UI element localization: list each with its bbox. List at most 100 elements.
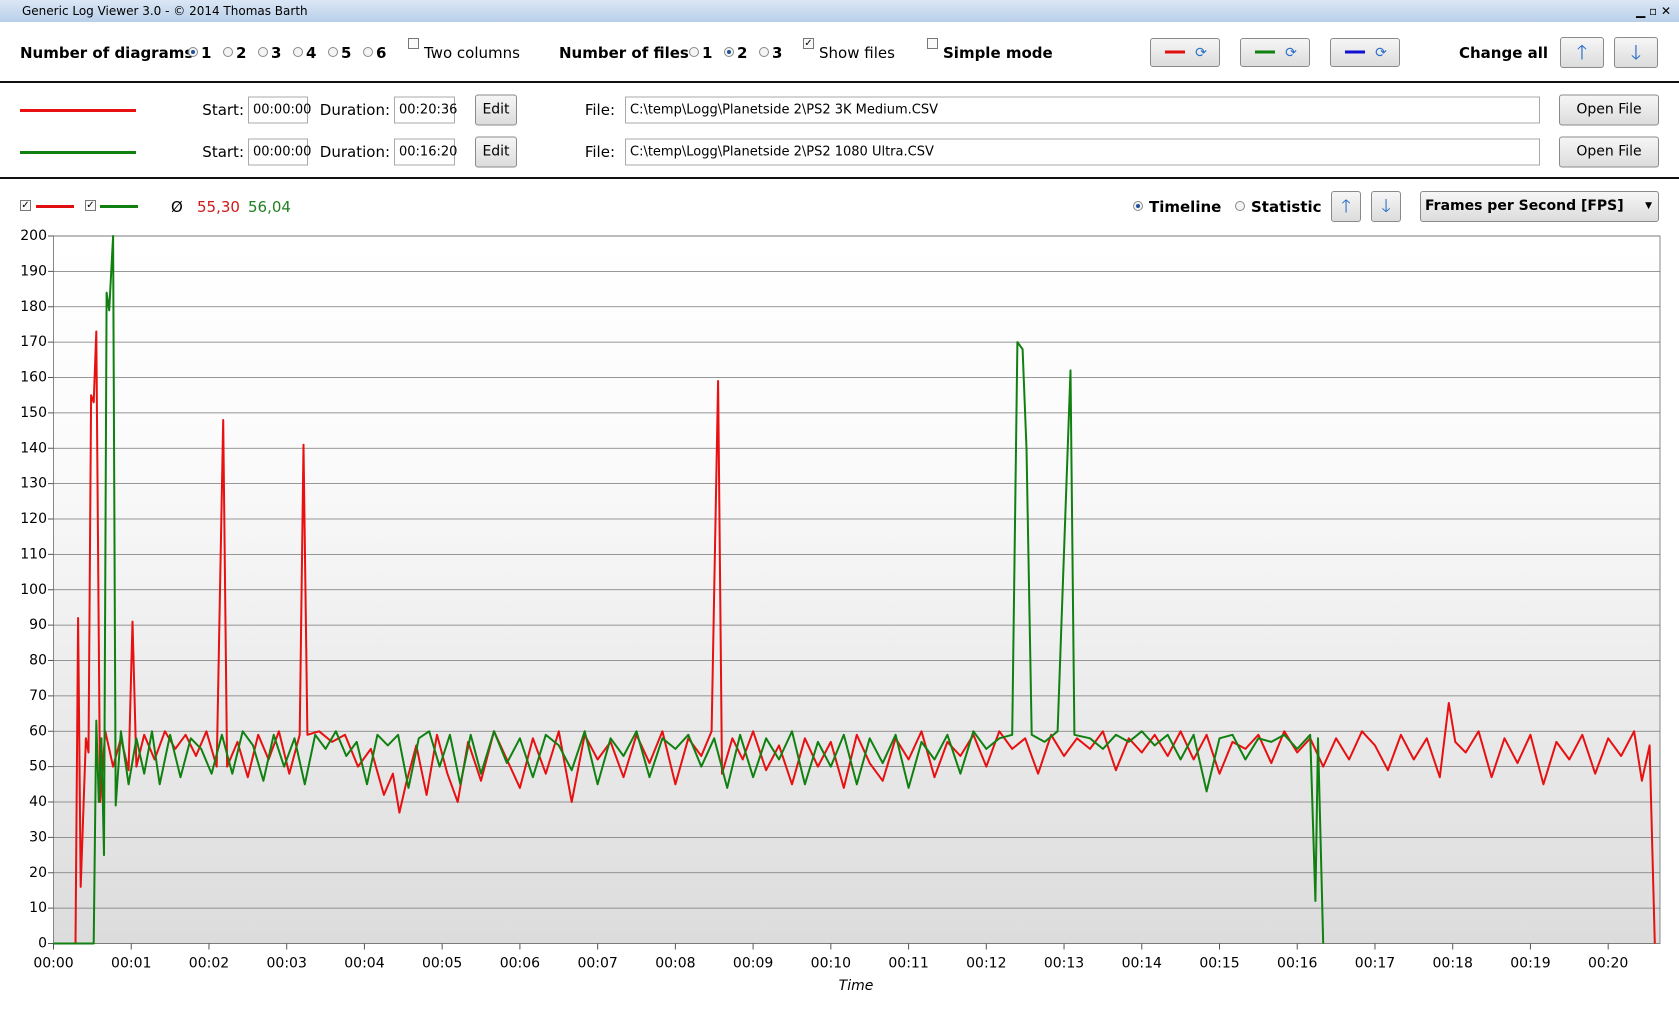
file-line-swatch	[20, 109, 136, 112]
radio[interactable]	[328, 47, 338, 57]
y-tick-label: 170	[20, 334, 47, 350]
color-button[interactable]: ⟳	[1240, 38, 1310, 67]
radio[interactable]	[188, 47, 198, 57]
y-tick-label: 80	[29, 653, 47, 669]
radio-label[interactable]: 2	[236, 44, 247, 62]
start-label: Start:	[202, 143, 244, 161]
statistic-option[interactable]: Statistic	[1251, 198, 1322, 216]
radio[interactable]	[689, 47, 699, 57]
y-tick-label: 130	[20, 476, 47, 492]
duration-input[interactable]: 00:16:20	[394, 138, 457, 166]
color-button[interactable]: ⟳	[1150, 38, 1220, 67]
x-tick-label: 00:17	[1355, 956, 1395, 972]
x-tick-label: 00:12	[966, 956, 1006, 972]
duration-input[interactable]: 00:20:36	[394, 96, 457, 124]
radio-label[interactable]: 3	[772, 44, 783, 62]
y-tick-label: 10	[29, 900, 47, 916]
x-tick-label: 00:07	[577, 956, 617, 972]
radio-label[interactable]: 6	[376, 44, 387, 62]
color-button[interactable]: ⟳	[1330, 38, 1400, 67]
checkbox[interactable]	[408, 38, 419, 49]
radio[interactable]	[258, 47, 268, 57]
radio[interactable]	[759, 47, 769, 57]
x-tick-label: 00:09	[733, 956, 773, 972]
svg-text:⟳: ⟳	[1285, 45, 1297, 61]
x-tick-label: 00:18	[1433, 956, 1473, 972]
edit-button[interactable]: Edit	[475, 94, 517, 126]
series-line	[53, 235, 1325, 945]
average-value: 55,30	[197, 198, 240, 216]
y-tick-label: 160	[20, 370, 47, 386]
x-axis-title: Time	[839, 978, 874, 994]
y-tick-label: 0	[38, 936, 47, 952]
open-file-button[interactable]: Open File	[1559, 94, 1659, 126]
timeline-option[interactable]: Timeline	[1149, 198, 1222, 216]
svg-text:⟳: ⟳	[1375, 45, 1387, 61]
radio-label[interactable]: 1	[201, 44, 212, 62]
radio-label[interactable]: 3	[271, 44, 282, 62]
metric-dropdown[interactable]: Frames per Second [FPS] ▼	[1420, 191, 1659, 222]
radio-label[interactable]: 5	[341, 44, 352, 62]
radio[interactable]	[1133, 201, 1143, 211]
show-files[interactable]: ✓ Show files	[803, 38, 895, 62]
radio-label[interactable]: 4	[306, 44, 317, 62]
x-tick-label: 00:04	[344, 956, 384, 972]
down-button[interactable]: 🡓	[1614, 37, 1658, 68]
file-path-input[interactable]: C:\temp\Logg\Planetside 2\PS2 3K Medium.…	[625, 96, 1540, 124]
open-file-button[interactable]: Open File	[1559, 136, 1659, 168]
x-tick-label: 00:14	[1122, 956, 1162, 972]
radio[interactable]	[293, 47, 303, 57]
series-toggle[interactable]: ✓	[85, 200, 96, 211]
file-label: File:	[584, 101, 615, 119]
x-tick-label: 00:16	[1277, 956, 1317, 972]
y-tick-label: 150	[20, 405, 47, 421]
two-columns[interactable]: Two columns	[408, 38, 520, 62]
y-tick-label: 110	[20, 546, 47, 562]
change-all-label: Change all	[1459, 44, 1549, 62]
duration-label: Duration:	[319, 101, 390, 119]
radio[interactable]	[223, 47, 233, 57]
edit-button[interactable]: Edit	[475, 136, 517, 168]
checkbox[interactable]	[927, 38, 938, 49]
up-button[interactable]: 🡑	[1331, 191, 1361, 222]
x-tick-label: 00:13	[1044, 956, 1084, 972]
separator	[0, 81, 1679, 83]
x-tick-label: 00:08	[655, 956, 695, 972]
average-value: 56,04	[248, 198, 291, 216]
label: Simple mode	[943, 44, 1053, 62]
y-tick-label: 190	[20, 263, 47, 279]
radio-label[interactable]: 2	[737, 44, 748, 62]
x-tick-label: 00:02	[189, 956, 229, 972]
file-line-swatch	[20, 151, 136, 154]
separator	[0, 177, 1679, 179]
window-controls[interactable]: ▁ ▫ ✕	[1635, 4, 1671, 18]
y-tick-label: 200	[20, 228, 47, 244]
start-input[interactable]: 00:00:00	[248, 138, 311, 166]
metric-label: Frames per Second [FPS]	[1425, 198, 1624, 214]
x-tick-label: 00:11	[888, 956, 928, 972]
y-tick-label: 90	[29, 617, 47, 633]
up-button[interactable]: 🡑	[1560, 37, 1604, 68]
window-title: Generic Log Viewer 3.0 - © 2014 Thomas B…	[22, 4, 308, 18]
x-tick-label: 00:03	[267, 956, 307, 972]
x-tick-label: 00:01	[111, 956, 151, 972]
series-swatch	[100, 205, 138, 208]
files-label: Number of files	[559, 44, 689, 62]
simple-mode[interactable]: Simple mode	[927, 38, 1053, 62]
down-button[interactable]: 🡓	[1371, 191, 1401, 222]
x-tick-label: 00:15	[1199, 956, 1239, 972]
y-tick-label: 120	[20, 511, 47, 527]
y-tick-label: 70	[29, 688, 47, 704]
series-toggle[interactable]: ✓	[20, 200, 31, 211]
start-input[interactable]: 00:00:00	[248, 96, 311, 124]
file-path-input[interactable]: C:\temp\Logg\Planetside 2\PS2 1080 Ultra…	[625, 138, 1540, 166]
y-tick-label: 20	[29, 865, 47, 881]
x-tick-label: 00:06	[500, 956, 540, 972]
radio[interactable]	[363, 47, 373, 57]
radio[interactable]	[724, 47, 734, 57]
radio-label[interactable]: 1	[702, 44, 713, 62]
radio[interactable]	[1235, 201, 1245, 211]
svg-text:⟳: ⟳	[1195, 45, 1207, 61]
checkbox[interactable]: ✓	[803, 38, 814, 49]
label: Two columns	[424, 44, 520, 62]
